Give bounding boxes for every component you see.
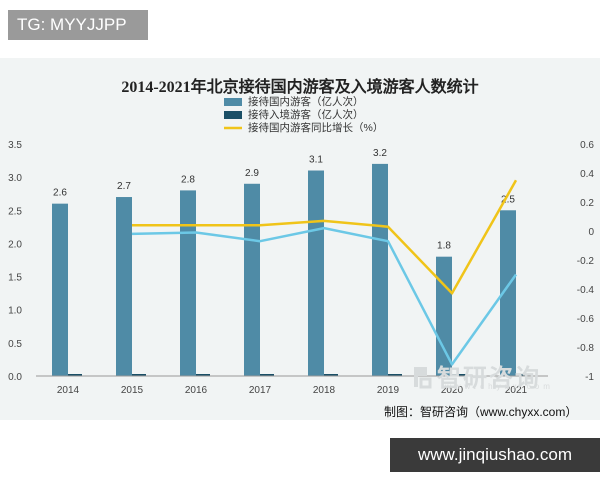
- x-tick-label: 2015: [121, 385, 144, 396]
- x-tick-label: 2017: [249, 385, 272, 396]
- right-tick-label: 0.6: [580, 140, 594, 151]
- right-axis: -1 -0.8 -0.6 -0.4 -0.2 0 0.2 0.4 0.6: [577, 140, 595, 383]
- x-tick-label: 2019: [377, 385, 400, 396]
- legend-label: 接待入境游客（亿人次）: [248, 108, 364, 121]
- watermark-text: 智研咨询: [437, 365, 541, 392]
- right-tick-label: -0.8: [577, 343, 595, 354]
- bar-domestic: [372, 163, 388, 376]
- bar-inbound: [132, 374, 146, 376]
- left-tick-label: 0.5: [8, 339, 22, 350]
- x-axis: 2014 2015 2016 2017 2018 2019 2020 2021: [36, 375, 548, 396]
- bar-inbound: [68, 374, 82, 376]
- bar-domestic-label: 2.5: [501, 194, 515, 205]
- x-tick-label: 2016: [185, 385, 208, 396]
- bar-inbound: [196, 374, 210, 376]
- line-light-blue: [131, 226, 518, 366]
- bar-inbound: [516, 374, 530, 376]
- bar-domestic-label: 2.8: [181, 174, 195, 185]
- bar-domestic: [436, 256, 452, 376]
- watermark-url: www.chyxx.com: [445, 382, 554, 391]
- right-tick-label: -0.6: [577, 314, 595, 325]
- bar-domestic-label: 2.7: [117, 181, 131, 192]
- bar-domestic-label: 2.6: [53, 188, 67, 199]
- watermark: 智研咨询 www.chyxx.com: [411, 358, 550, 392]
- right-tick-label: -1: [585, 372, 594, 383]
- left-tick-label: 2.5: [8, 206, 22, 217]
- left-tick-label: 1.5: [8, 273, 22, 284]
- line-growth: [132, 179, 518, 295]
- bar-domestic: [244, 183, 260, 376]
- right-tick-label: -0.4: [577, 285, 595, 296]
- left-tick-label: 3.5: [8, 140, 22, 151]
- left-tick-label: 0.0: [8, 372, 22, 383]
- tag-label: TG: MYYJJPP: [8, 10, 148, 40]
- x-tick-label: 2014: [57, 385, 80, 396]
- bar-domestic: [500, 210, 516, 376]
- left-axis: 0.0 0.5 1.0 1.5 2.0 2.5 3.0 3.5: [8, 140, 22, 383]
- bar-domestic-label: 3.1: [309, 155, 323, 166]
- bar-domestic: [180, 190, 196, 376]
- watermark-logo-icon: [414, 367, 432, 389]
- right-tick-label: 0.2: [580, 198, 594, 209]
- chart-title: 2014-2021年北京接待国内游客及入境游客人数统计: [121, 77, 478, 96]
- right-tick-label: 0: [588, 227, 594, 238]
- x-tick-label: 2020: [441, 385, 464, 396]
- bar-domestic: [52, 203, 68, 376]
- x-tick-label: 2018: [313, 385, 336, 396]
- bar-inbound: [324, 374, 338, 376]
- left-tick-label: 3.0: [8, 173, 22, 184]
- left-tick-label: 2.0: [8, 239, 22, 250]
- bar-inbound: [452, 374, 466, 376]
- bar-inbound: [388, 374, 402, 376]
- bar-domestic: [308, 170, 324, 376]
- right-tick-label: 0.4: [580, 169, 594, 180]
- legend-swatch: [224, 111, 242, 119]
- right-tick-label: -0.2: [577, 256, 595, 267]
- chart-legend: 接待国内游客（亿人次）接待入境游客（亿人次）接待国内游客同比增长（%）: [224, 95, 383, 134]
- site-banner: www.jinqiushao.com: [390, 438, 600, 472]
- bar-inbound: [260, 374, 274, 376]
- left-tick-label: 1.0: [8, 306, 22, 317]
- bar-domestic: [116, 197, 132, 376]
- credit-text: 制图：智研咨询（www.chyxx.com）: [384, 405, 578, 419]
- legend-label: 接待国内游客同比增长（%）: [248, 121, 383, 134]
- bars: 2.6 2.7 2.8 2.9 3.1 3.2 1.8 2.5: [52, 148, 530, 376]
- legend-label: 接待国内游客（亿人次）: [248, 95, 364, 108]
- x-tick-label: 2021: [505, 385, 528, 396]
- lines: [131, 179, 518, 366]
- legend-swatch: [224, 98, 242, 106]
- bar-domestic-label: 3.2: [373, 148, 387, 159]
- bar-domestic-label: 2.9: [245, 168, 259, 179]
- bar-domestic-label: 1.8: [437, 241, 451, 252]
- chart-svg: 2014-2021年北京接待国内游客及入境游客人数统计 接待国内游客（亿人次）接…: [8, 77, 595, 396]
